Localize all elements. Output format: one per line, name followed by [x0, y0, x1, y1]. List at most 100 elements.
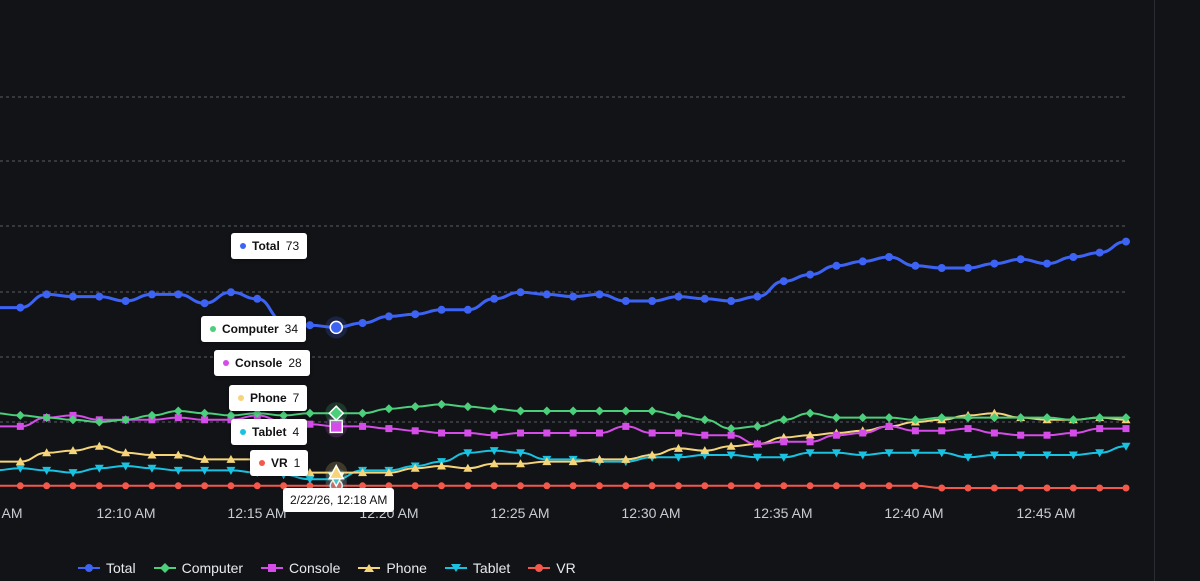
- data-point-vr: [885, 482, 893, 490]
- data-point-console: [569, 429, 577, 437]
- data-point-phone: [805, 430, 815, 439]
- data-point-computer: [752, 421, 762, 431]
- data-point-computer: [1016, 413, 1026, 423]
- series-line-tablet: [0, 445, 1127, 481]
- data-point-phone: [121, 448, 131, 457]
- data-point-tablet: [1095, 449, 1105, 458]
- data-point-total: [727, 297, 736, 305]
- legend-label: VR: [556, 560, 576, 576]
- data-point-phone: [594, 454, 604, 463]
- tooltip-dot: [240, 243, 246, 249]
- data-point-total: [1043, 259, 1052, 268]
- data-point-tablet: [147, 464, 157, 473]
- data-point-vr: [201, 482, 209, 490]
- x-tick-label: 12:10 AM: [96, 505, 156, 521]
- data-point-tablet: [305, 475, 315, 484]
- data-point-phone: [700, 446, 710, 455]
- x-tick-label: 12:25 AM: [490, 505, 550, 521]
- data-point-computer: [437, 399, 447, 409]
- data-point-phone: [542, 457, 552, 466]
- data-point-computer: [673, 410, 683, 420]
- data-point-computer: [94, 417, 104, 427]
- data-point-vr: [990, 484, 998, 492]
- data-point-console: [490, 431, 498, 439]
- data-point-computer: [910, 415, 920, 425]
- data-point-total: [621, 297, 630, 305]
- legend-square-icon: [261, 564, 284, 572]
- tooltip-value: 1: [293, 456, 301, 470]
- data-point-vr: [1017, 484, 1025, 492]
- data-point-total: [253, 294, 262, 303]
- data-point-tablet: [1121, 442, 1131, 451]
- data-point-computer: [621, 406, 631, 416]
- data-point-total: [305, 321, 314, 330]
- data-point-total: [832, 261, 841, 270]
- data-point-total: [1069, 253, 1078, 261]
- data-point-phone: [673, 443, 683, 452]
- data-point-vr: [569, 482, 577, 490]
- data-point-computer: [858, 413, 868, 423]
- data-point-total: [753, 292, 762, 301]
- data-point-tablet: [673, 453, 683, 462]
- tooltip-series-name: Tablet: [252, 425, 287, 439]
- series-line-vr: [0, 484, 1126, 489]
- data-point-total: [964, 264, 973, 272]
- data-point-phone: [410, 463, 420, 472]
- legend-item-tablet[interactable]: Tablet: [444, 560, 510, 576]
- tooltip-value: 73: [285, 239, 300, 253]
- data-point-phone: [384, 468, 394, 477]
- legend-item-vr[interactable]: VR: [528, 560, 576, 576]
- data-point-vr: [727, 482, 735, 490]
- data-point-vr: [595, 482, 603, 490]
- data-point-console: [701, 431, 709, 439]
- legend-item-phone[interactable]: Phone: [358, 560, 427, 576]
- data-point-vr: [1043, 484, 1051, 492]
- data-point-computer: [542, 406, 552, 416]
- series-line-phone: [0, 412, 1127, 474]
- legend-label: Total: [106, 560, 136, 576]
- tooltip-series-name: Console: [235, 356, 283, 370]
- legend[interactable]: Total Computer Console Phone Tablet VR: [78, 560, 576, 576]
- data-point-console: [16, 422, 24, 430]
- data-point-computer: [1042, 413, 1052, 423]
- tooltip-timestamp: 2/22/26, 12:18 AM: [283, 488, 395, 512]
- data-point-vr: [648, 482, 656, 490]
- x-tick-label: 12:35 AM: [753, 505, 813, 521]
- data-point-tablet: [779, 453, 789, 462]
- data-point-console: [938, 427, 946, 435]
- data-point-tablet: [805, 449, 815, 458]
- data-point-computer: [147, 410, 157, 420]
- legend-item-total[interactable]: Total: [78, 560, 136, 576]
- data-point-vr: [253, 482, 261, 490]
- legend-diamond-icon: [153, 563, 176, 573]
- data-point-console: [622, 422, 630, 430]
- data-point-vr: [16, 482, 24, 490]
- legend-item-console[interactable]: Console: [261, 560, 340, 576]
- data-point-total: [411, 310, 420, 319]
- tooltip-entry-total: Total 73: [231, 233, 308, 259]
- data-point-computer: [1068, 415, 1078, 425]
- data-point-phone: [989, 408, 999, 417]
- data-point-total: [437, 305, 446, 314]
- data-point-vr: [517, 482, 525, 490]
- data-point-console: [201, 416, 209, 424]
- data-point-vr: [174, 482, 182, 490]
- tooltip-entry-tablet: Tablet 4: [231, 419, 308, 445]
- data-point-total: [42, 290, 51, 299]
- data-point-vr: [701, 482, 709, 490]
- tooltip-entry-phone: Phone 7: [229, 385, 308, 411]
- data-point-tablet: [989, 451, 999, 460]
- data-point-computer: [279, 410, 289, 420]
- hover-point-phone: [327, 464, 345, 480]
- x-tick-label: 12:40 AM: [884, 505, 944, 521]
- legend-item-computer[interactable]: Computer: [153, 560, 243, 576]
- data-point-phone: [516, 459, 526, 468]
- data-point-total: [463, 305, 472, 314]
- data-point-computer: [594, 406, 604, 416]
- data-point-vr: [674, 482, 682, 490]
- data-point-total: [858, 257, 867, 266]
- panel-divider: [1154, 0, 1155, 581]
- tooltip-value: 28: [288, 356, 302, 370]
